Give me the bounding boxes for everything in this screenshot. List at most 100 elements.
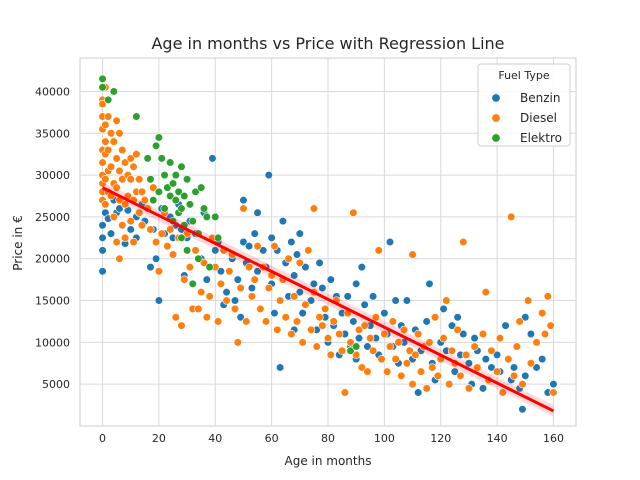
data-point-diesel (191, 246, 200, 255)
data-point-diesel (346, 338, 355, 347)
data-point-elektro (98, 74, 107, 84)
data-point-benzin (450, 367, 459, 376)
data-point-benzin (202, 275, 211, 284)
data-point-benzin (253, 267, 262, 276)
data-point-elektro (185, 200, 195, 209)
data-point-diesel (340, 388, 350, 397)
data-point-benzin (360, 300, 369, 309)
data-point-diesel (287, 329, 296, 339)
data-point-diesel (326, 350, 335, 360)
y-tick-label: 20000 (35, 253, 70, 266)
data-point-benzin (264, 170, 273, 180)
y-tick-label: 10000 (35, 336, 70, 349)
data-point-benzin (250, 229, 259, 238)
data-point-diesel (250, 275, 259, 284)
data-point-diesel (366, 334, 375, 343)
data-point-benzin (464, 359, 474, 368)
data-point-benzin (306, 296, 316, 305)
data-point-diesel (518, 380, 527, 389)
data-point-diesel (137, 187, 147, 196)
data-point-diesel (256, 304, 265, 314)
data-point-diesel (383, 367, 392, 376)
x-tick-label: 80 (321, 432, 335, 445)
data-point-elektro (213, 233, 223, 242)
data-point-diesel (352, 350, 361, 360)
data-point-elektro (146, 175, 155, 184)
data-point-benzin (532, 363, 541, 372)
data-point-diesel (526, 359, 536, 368)
data-point-diesel (115, 166, 124, 176)
legend-label-elektro: Elektro (520, 131, 562, 145)
data-point-benzin (275, 363, 285, 372)
data-point-diesel (495, 334, 505, 343)
data-point-diesel (439, 334, 448, 343)
data-point-diesel (244, 262, 254, 272)
data-point-benzin (425, 279, 434, 288)
data-point-diesel (301, 300, 310, 309)
legend-title: Fuel Type (498, 69, 550, 82)
data-point-diesel (104, 112, 113, 121)
data-point-benzin (106, 229, 116, 238)
data-point-diesel (101, 200, 110, 209)
data-point-benzin (287, 237, 296, 247)
data-point-diesel (349, 208, 358, 217)
y-tick-label: 35000 (35, 127, 70, 140)
data-point-elektro (177, 233, 186, 242)
data-point-elektro (154, 133, 164, 142)
data-point-diesel (315, 313, 324, 322)
data-point-benzin (501, 321, 510, 330)
data-point-benzin (253, 208, 262, 217)
data-point-benzin (98, 246, 107, 255)
data-point-diesel (284, 254, 293, 263)
data-point-diesel (137, 221, 147, 230)
data-point-diesel (335, 329, 344, 339)
data-point-diesel (318, 321, 327, 330)
data-point-benzin (453, 313, 462, 322)
data-point-diesel (397, 371, 406, 380)
data-point-diesel (104, 145, 113, 155)
data-point-diesel (261, 317, 271, 326)
data-point-benzin (98, 221, 107, 230)
data-point-diesel (140, 196, 149, 205)
data-point-diesel (473, 363, 482, 372)
data-point-diesel (101, 120, 110, 130)
x-axis-label: Age in months (285, 454, 372, 468)
data-point-diesel (275, 296, 285, 305)
data-point-benzin (521, 371, 530, 380)
data-point-diesel (264, 283, 273, 293)
data-point-benzin (326, 275, 335, 284)
data-point-diesel (385, 342, 395, 351)
data-point-diesel (290, 292, 299, 301)
data-point-diesel (388, 317, 397, 326)
data-point-diesel (337, 346, 347, 355)
y-tick-label: 5000 (42, 378, 70, 391)
data-point-diesel (368, 346, 378, 355)
data-point-diesel (247, 292, 257, 301)
x-tick-label: 0 (99, 432, 106, 445)
data-point-benzin (301, 262, 310, 272)
data-point-diesel (515, 317, 524, 326)
data-point-diesel (115, 254, 124, 263)
data-point-diesel (523, 296, 533, 305)
data-point-diesel (281, 313, 290, 322)
data-point-diesel (304, 246, 313, 255)
data-point-benzin (244, 242, 254, 251)
y-tick-label: 30000 (35, 169, 70, 182)
data-point-benzin (151, 254, 161, 263)
data-point-benzin (385, 237, 395, 247)
data-point-benzin (526, 329, 536, 339)
data-point-benzin (292, 250, 302, 259)
data-point-diesel (166, 225, 175, 234)
data-point-benzin (290, 271, 299, 280)
data-point-benzin (309, 279, 319, 288)
data-point-diesel (106, 129, 116, 138)
data-point-diesel (177, 321, 186, 330)
data-point-benzin (487, 363, 496, 372)
data-point-diesel (185, 262, 195, 272)
legend-marker-diesel (491, 113, 501, 123)
data-point-elektro (182, 246, 192, 255)
data-point-benzin (278, 216, 288, 226)
data-point-diesel (295, 258, 304, 268)
legend-marker-elektro (491, 133, 501, 143)
data-point-benzin (295, 229, 304, 238)
